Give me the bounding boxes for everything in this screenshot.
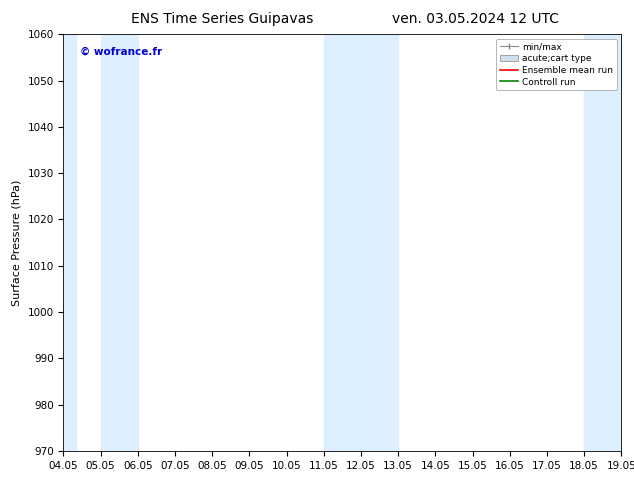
Text: © wofrance.fr: © wofrance.fr xyxy=(80,47,162,57)
Legend: min/max, acute;cart type, Ensemble mean run, Controll run: min/max, acute;cart type, Ensemble mean … xyxy=(496,39,617,90)
Bar xyxy=(101,34,138,451)
Bar xyxy=(63,34,75,451)
Text: ven. 03.05.2024 12 UTC: ven. 03.05.2024 12 UTC xyxy=(392,12,559,26)
Y-axis label: Surface Pressure (hPa): Surface Pressure (hPa) xyxy=(12,179,22,306)
Text: ENS Time Series Guipavas: ENS Time Series Guipavas xyxy=(131,12,313,26)
Bar xyxy=(324,34,398,451)
Bar xyxy=(584,34,621,451)
